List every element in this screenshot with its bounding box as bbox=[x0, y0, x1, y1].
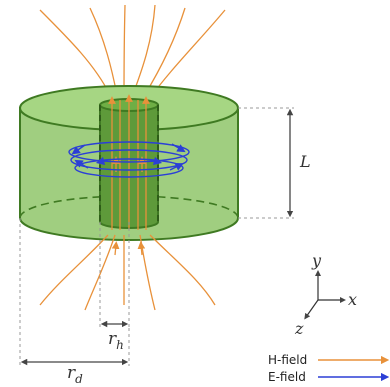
legend-e-field-label: E-field bbox=[268, 370, 306, 384]
label-r-h: rh bbox=[108, 329, 124, 352]
dimension-r-d bbox=[19, 218, 130, 366]
axis-label-x: x bbox=[348, 290, 357, 309]
axis-label-y: y bbox=[311, 251, 322, 270]
h-field-lines-inner bbox=[108, 94, 150, 230]
h-field-lines-top bbox=[39, 4, 226, 99]
e-field-loops bbox=[68, 141, 190, 178]
legend: H-field E-field bbox=[268, 353, 390, 384]
axis-label-z: z bbox=[294, 319, 304, 338]
coordinate-axes bbox=[304, 270, 346, 320]
dimension-r-h bbox=[99, 222, 130, 328]
h-field-lines-bottom bbox=[39, 234, 216, 311]
legend-h-field-label: H-field bbox=[268, 353, 307, 367]
dimension-L bbox=[238, 107, 294, 219]
label-L: L bbox=[299, 152, 311, 171]
label-r-d: rd bbox=[67, 363, 83, 386]
